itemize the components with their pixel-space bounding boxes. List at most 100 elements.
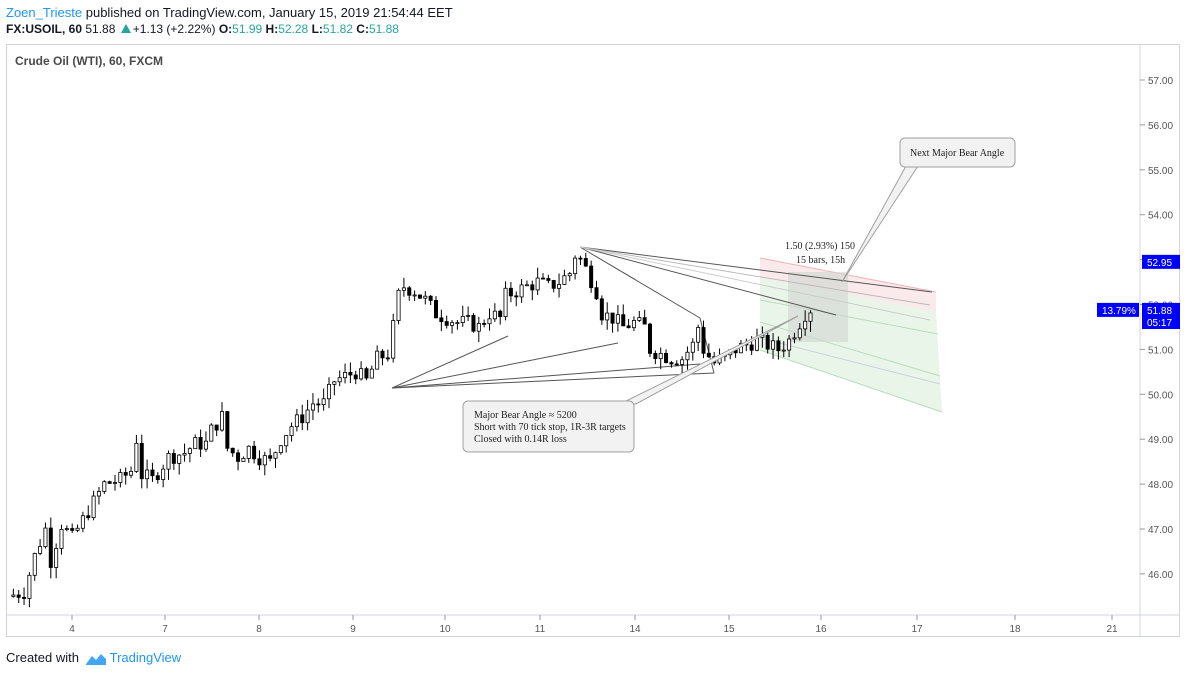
candle-body <box>32 553 37 576</box>
candle-body <box>519 284 524 298</box>
candle-body <box>439 317 444 322</box>
time-axis[interactable]: 4 7 8 9 10 11 14 15 16 17 18 21 <box>69 615 1118 635</box>
y-tick-label: 49.00 <box>1148 435 1173 446</box>
candle-body <box>471 315 476 332</box>
y-tick-label: 47.00 <box>1148 525 1173 536</box>
y-tick-label: 55.00 <box>1148 166 1173 177</box>
candle-body <box>642 317 647 325</box>
percent-label-text: 13.79% <box>1102 306 1136 317</box>
candle-body <box>332 381 337 385</box>
candle-body <box>246 445 251 459</box>
angle-lines[interactable] <box>391 246 933 389</box>
candle-body <box>594 287 599 300</box>
candle-body <box>385 357 390 360</box>
candle-body <box>236 452 241 462</box>
percent-label-box <box>1097 302 1139 317</box>
candle-body <box>316 403 321 406</box>
fan-line-4 <box>391 372 715 389</box>
candle-body <box>326 383 331 400</box>
candle-body <box>460 315 465 323</box>
high-label: H: <box>265 22 279 36</box>
author-link[interactable]: Zoen_Trieste <box>6 5 83 20</box>
candle-body <box>508 287 513 297</box>
next-angle-callout[interactable]: Next Major Bear Angle <box>841 137 1016 283</box>
y-tick-label: 57.00 <box>1148 76 1173 87</box>
fan-line-3 <box>391 363 701 389</box>
price-label-text: 52.95 <box>1147 258 1172 269</box>
candle-body <box>129 471 134 476</box>
candle-body <box>514 295 519 298</box>
next-angle-pointer <box>841 165 919 283</box>
candle-body <box>11 594 16 597</box>
candle-body <box>22 596 27 599</box>
trade-note-callout[interactable]: Major Bear Angle ≈ 5200 Short with 70 ti… <box>462 315 799 453</box>
candle-body <box>423 295 428 299</box>
candle-body <box>433 300 438 319</box>
trade-note-line2: Short with 70 tick stop, 1R-3R targets <box>474 422 626 433</box>
bear-angle-line-3 <box>579 246 701 319</box>
trade-note-box <box>462 400 635 453</box>
candle-body <box>391 320 396 359</box>
candle-body <box>653 353 658 360</box>
candle-body <box>48 527 53 568</box>
candle-body <box>637 317 642 321</box>
next-angle-box <box>899 137 1016 168</box>
candle-body <box>503 287 508 318</box>
x-tick-label: 18 <box>1009 624 1021 635</box>
candle-body <box>401 287 406 291</box>
candle-body <box>16 594 21 598</box>
close-value: 51.88 <box>368 22 399 36</box>
candle-body <box>102 481 107 492</box>
y-tick-label: 51.00 <box>1148 345 1173 356</box>
price-label-text: 05:17 <box>1147 318 1172 329</box>
candle-body <box>476 323 481 332</box>
candle-body <box>551 280 556 289</box>
candle-body <box>610 312 615 324</box>
candle-body <box>310 403 315 411</box>
created-with-text: Created with <box>6 650 79 665</box>
x-tick-label: 21 <box>1106 624 1118 635</box>
symbol-line: FX:USOIL, 60 51.88 +1.13 (+2.22%) O:51.9… <box>6 22 399 36</box>
candle-body <box>562 275 567 285</box>
candle-body <box>599 298 604 321</box>
candle-body <box>524 284 529 287</box>
y-tick-label: 46.00 <box>1148 570 1173 581</box>
x-tick-label: 14 <box>629 624 641 635</box>
candle-body <box>161 468 166 481</box>
x-tick-label: 16 <box>815 624 827 635</box>
candle-body <box>359 368 364 380</box>
up-triangle-icon <box>120 24 131 33</box>
price-label-box <box>1142 254 1180 269</box>
candle-body <box>64 528 69 530</box>
y-tick-label: 48.00 <box>1148 480 1173 491</box>
x-tick-label: 17 <box>911 624 923 635</box>
candle-body <box>155 475 160 481</box>
candle-body <box>171 453 176 464</box>
candle-body <box>573 257 578 275</box>
candle-body <box>631 320 636 329</box>
candle-series[interactable] <box>11 252 813 608</box>
footer: Created with TradingView <box>6 650 181 666</box>
candle-body <box>765 334 770 350</box>
candle-body <box>706 352 711 358</box>
trade-note-line1: Major Bear Angle ≈ 5200 <box>474 410 577 421</box>
next-angle-text: Next Major Bear Angle <box>910 148 1005 159</box>
x-tick-label: 7 <box>162 624 168 635</box>
candle-body <box>701 327 706 354</box>
high-value: 52.28 <box>278 22 309 36</box>
candle-body <box>134 442 139 472</box>
candle-body <box>337 377 342 383</box>
candle-body <box>685 351 690 361</box>
tradingview-logo-icon <box>85 653 106 665</box>
price-change: +1.13 (+2.22%) <box>132 22 216 36</box>
low-value: 51.82 <box>322 22 353 36</box>
open-label: O: <box>218 22 233 36</box>
candle-body <box>96 491 101 497</box>
candle-body <box>535 277 540 291</box>
symbol-name: FX:USOIL, 60 <box>6 22 83 36</box>
tradingview-link[interactable]: TradingView <box>109 650 182 665</box>
candle-body <box>375 350 380 370</box>
fan-line-2 <box>391 342 619 389</box>
candle-body <box>583 258 588 267</box>
